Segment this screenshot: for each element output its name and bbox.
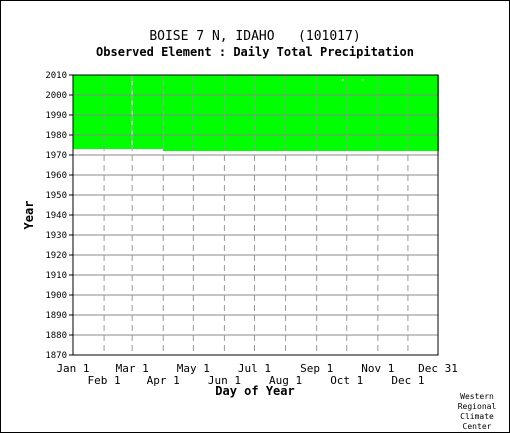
y-tick-label: 1990 <box>45 111 67 121</box>
data-coverage-block <box>73 75 164 149</box>
x-tick-label: Mar 1 <box>116 362 149 375</box>
y-tick-label: 1890 <box>45 311 67 321</box>
x-tick-label: Nov 1 <box>361 362 394 375</box>
y-tick-label: 1910 <box>45 271 67 281</box>
y-tick-label: 1920 <box>45 251 67 261</box>
credit-text: Regional <box>458 402 497 411</box>
credit-text: Center <box>463 422 492 431</box>
y-tick-label: 1960 <box>45 171 67 181</box>
y-axis-label: Year <box>22 201 36 230</box>
y-tick-label: 1970 <box>45 151 67 161</box>
y-tick-label: 2000 <box>45 91 67 101</box>
x-tick-label: May 1 <box>177 362 210 375</box>
y-tick-label: 1930 <box>45 231 67 241</box>
x-tick-label: Feb 1 <box>88 374 121 387</box>
x-tick-label: Dec 31 <box>418 362 458 375</box>
x-tick-label: Dec 1 <box>391 374 424 387</box>
chart-subtitle: Observed Element : Daily Total Precipita… <box>96 45 414 59</box>
x-tick-label: Apr 1 <box>147 374 180 387</box>
x-axis-label: Day of Year <box>215 384 294 398</box>
x-tick-label: Jan 1 <box>56 362 89 375</box>
x-tick-label: Jun 1 <box>208 374 241 387</box>
y-tick-label: 1940 <box>45 211 67 221</box>
y-tick-label: 1870 <box>45 351 67 361</box>
y-tick-label: 1900 <box>45 291 67 301</box>
y-tick-label: 1880 <box>45 331 67 341</box>
y-tick-label: 2010 <box>45 71 67 81</box>
x-tick-label: Aug 1 <box>269 374 302 387</box>
credit-text: Climate <box>460 412 494 421</box>
x-tick-label: Oct 1 <box>330 374 363 387</box>
y-tick-label: 1950 <box>45 191 67 201</box>
y-tick-label: 1980 <box>45 131 67 141</box>
credit-text: Western <box>460 392 494 401</box>
data-coverage-block <box>163 75 439 151</box>
x-tick-label: Sep 1 <box>300 362 333 375</box>
x-tick-label: Jul 1 <box>238 362 271 375</box>
chart-title: BOISE 7 N, IDAHO (101017) <box>149 29 360 44</box>
